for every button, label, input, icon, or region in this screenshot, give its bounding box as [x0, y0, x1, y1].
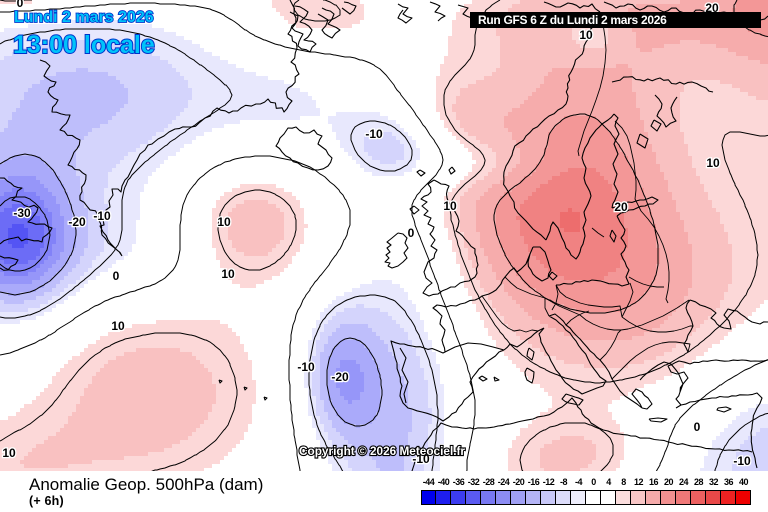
- svg-text:Copyright © 2026 Meteociel.fr: Copyright © 2026 Meteociel.fr: [299, 444, 465, 458]
- svg-text:10: 10: [2, 446, 16, 460]
- svg-text:0: 0: [408, 226, 415, 240]
- svg-text:13:00 locale: 13:00 locale: [13, 31, 155, 59]
- svg-text:-20: -20: [331, 370, 349, 384]
- svg-text:-10: -10: [733, 454, 751, 468]
- svg-text:10: 10: [221, 267, 235, 281]
- svg-text:-10: -10: [365, 127, 383, 141]
- svg-text:-10: -10: [297, 360, 315, 374]
- svg-text:10: 10: [443, 199, 457, 213]
- svg-text:0: 0: [694, 420, 701, 434]
- svg-text:-30: -30: [13, 206, 31, 220]
- svg-text:Lundi 2 mars 2026: Lundi 2 mars 2026: [14, 9, 154, 26]
- svg-text:0: 0: [17, 0, 24, 10]
- svg-text:-10: -10: [93, 209, 111, 223]
- svg-text:10: 10: [217, 215, 231, 229]
- svg-text:20: 20: [614, 200, 628, 214]
- svg-text:0: 0: [113, 269, 120, 283]
- svg-text:10: 10: [706, 156, 720, 170]
- svg-text:-10: -10: [412, 452, 430, 466]
- svg-text:10: 10: [579, 28, 593, 42]
- svg-text:10: 10: [111, 319, 125, 333]
- svg-text:-20: -20: [68, 215, 86, 229]
